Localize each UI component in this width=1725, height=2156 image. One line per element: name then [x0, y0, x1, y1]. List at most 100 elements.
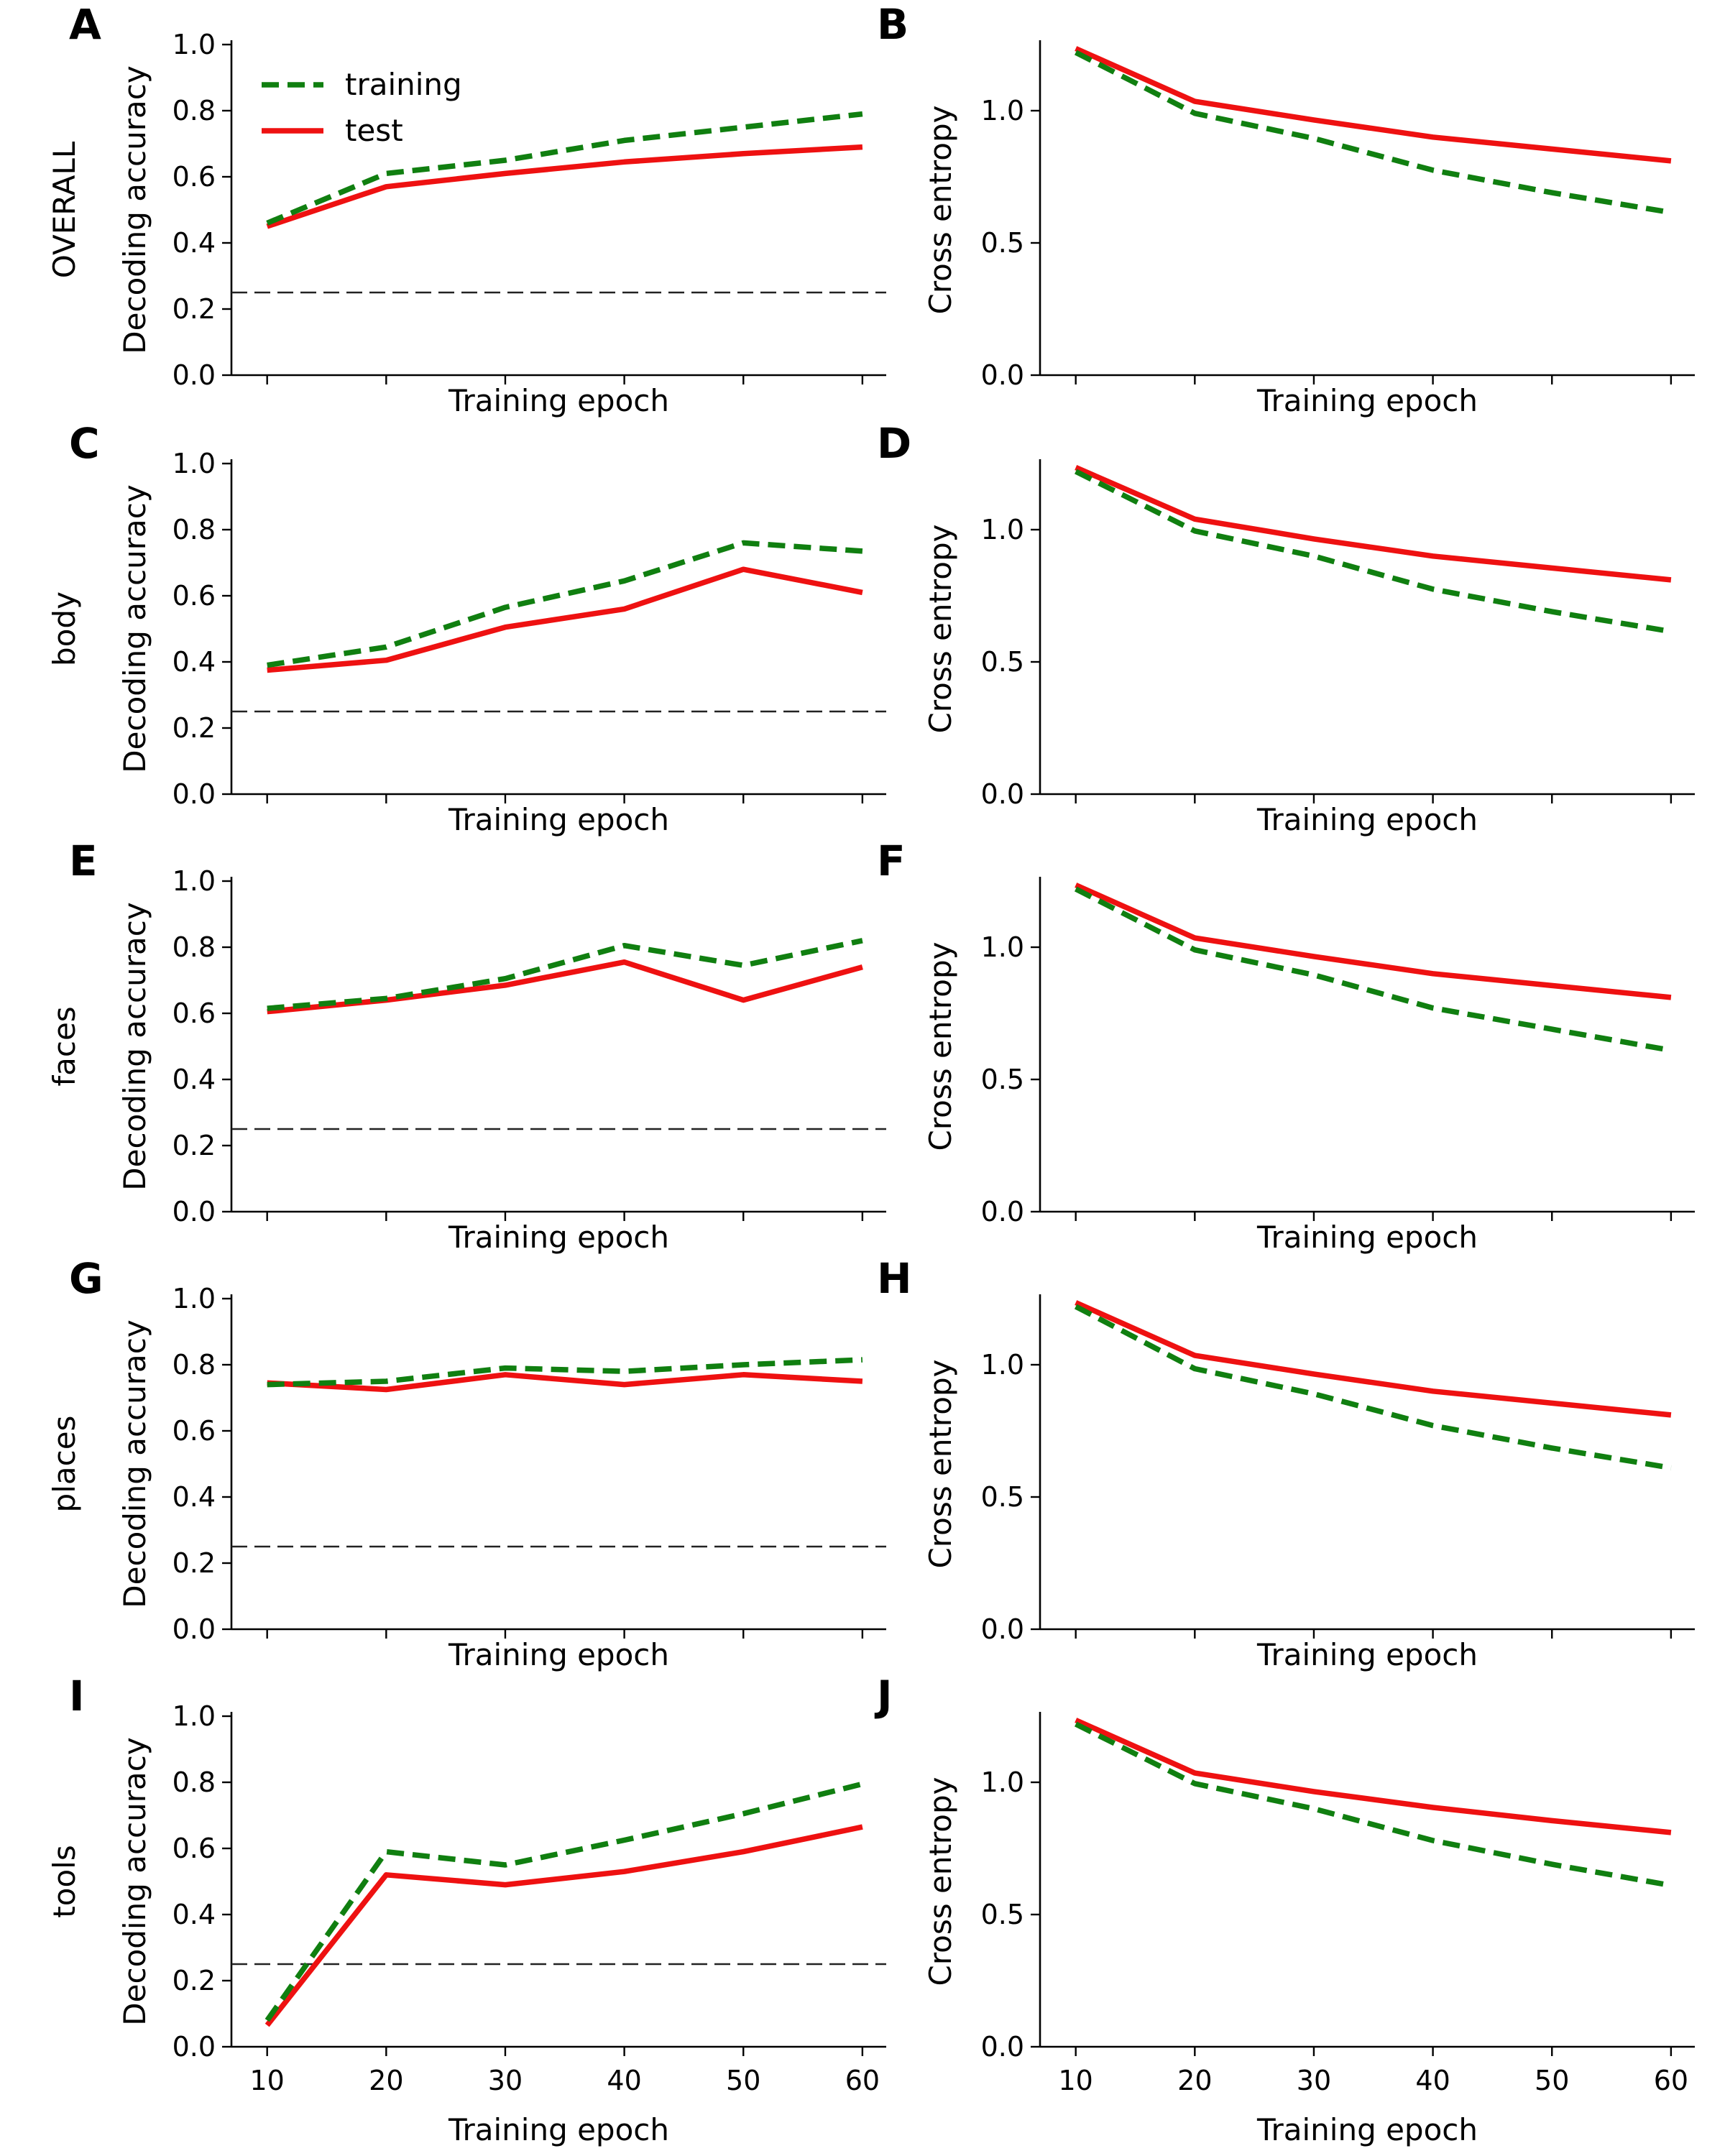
panel-a: A OVERALL 0.0 0.2 0.4 0.6 0.8 1.0 Training epoch… — [47, 0, 886, 418]
legend-label-test: test — [345, 113, 403, 148]
series-line-training — [267, 540, 863, 668]
y-axis-label: Decoding accuracy — [117, 65, 152, 354]
series-line-training — [264, 1781, 863, 2022]
panel-letter-c: C — [69, 419, 100, 468]
y-axis-label: Decoding accuracy — [117, 1319, 152, 1608]
panel-letter-i: I — [69, 1672, 85, 1720]
panel-letter-j: J — [874, 1672, 893, 1720]
y-tick-label: 1.0 — [172, 29, 216, 60]
series-line-test — [264, 1824, 863, 2027]
row-label-tools: tools — [47, 1845, 82, 1917]
x-axis-label: Training epoch — [448, 1637, 669, 1672]
y-tick-label: 0.4 — [172, 1481, 216, 1513]
x-axis-label: Training epoch — [1256, 383, 1478, 418]
series-line-training — [266, 111, 863, 226]
y-axis-label: Cross entropy — [923, 942, 958, 1151]
y-axis-label: Cross entropy — [923, 1360, 958, 1569]
y-tick-label: 0.4 — [172, 646, 216, 678]
panel-letter-g: G — [69, 1254, 104, 1303]
panel-b: B 0.0 0.5 1.0 Training epoch Cross entropy — [877, 0, 1695, 418]
y-tick-label: 1.0 — [981, 1766, 1024, 1798]
y-tick-label: 1.0 — [981, 1349, 1024, 1381]
y-tick-label: 1.0 — [981, 95, 1024, 126]
series-line-training — [1074, 886, 1672, 1054]
x-tick-label: 50 — [1535, 2065, 1569, 2096]
series-line-test — [1075, 46, 1672, 164]
y-tick-label: 0.8 — [172, 1349, 216, 1381]
x-axis-label: Training epoch — [448, 1220, 669, 1255]
series-line-training — [1075, 1721, 1672, 1889]
series-line-test — [267, 1372, 863, 1393]
y-axis-label: Decoding accuracy — [117, 902, 152, 1190]
y-tick-label: 0.0 — [172, 1196, 216, 1227]
y-tick-label: 0.5 — [981, 227, 1024, 259]
x-tick-label: 20 — [1177, 2065, 1212, 2096]
series-line-training — [1074, 50, 1672, 216]
x-axis-label: Training epoch — [1256, 1220, 1478, 1255]
x-tick-label: 40 — [1415, 2065, 1450, 2096]
y-tick-label: 0.6 — [172, 161, 216, 193]
row-label-body: body — [47, 591, 82, 666]
y-tick-label: 0.5 — [981, 1481, 1024, 1513]
x-tick-label: 10 — [1059, 2065, 1093, 2096]
y-tick-label: 0.0 — [981, 1196, 1024, 1227]
series-line-test — [267, 566, 863, 673]
y-tick-label: 0.0 — [172, 778, 216, 810]
series-line-test — [1075, 883, 1672, 1000]
legend-label-training: training — [345, 67, 462, 102]
y-tick-label: 0.6 — [172, 1833, 216, 1864]
y-tick-label: 0.2 — [172, 1547, 216, 1579]
y-tick-label: 0.0 — [981, 359, 1024, 391]
x-axis-label: Training epoch — [1256, 802, 1478, 837]
y-tick-label: 1.0 — [172, 865, 216, 897]
y-tick-label: 1.0 — [172, 1283, 216, 1314]
panel-letter-b: B — [877, 0, 908, 49]
y-axis-label: Decoding accuracy — [117, 484, 152, 773]
x-axis-label: Training epoch — [1256, 2112, 1478, 2147]
x-tick-label: 40 — [607, 2065, 641, 2096]
panel-letter-e: E — [69, 837, 98, 885]
y-tick-label: 0.5 — [981, 1064, 1024, 1095]
y-tick-label: 0.2 — [172, 1130, 216, 1161]
series-line-test — [266, 144, 863, 229]
panel-h: H 0.0 0.5 1.0 Training epoch Cross entropy — [877, 1254, 1695, 1672]
panel-d: D 0.0 0.5 1.0 Training epoch Cross entropy — [877, 419, 1695, 837]
x-tick-label: 20 — [369, 2065, 403, 2096]
y-tick-label: 0.2 — [172, 712, 216, 744]
x-tick-label: 30 — [488, 2065, 523, 2096]
y-axis-label: Decoding accuracy — [117, 1737, 152, 2025]
y-tick-label: 0.4 — [172, 1064, 216, 1095]
series-line-training — [1075, 469, 1672, 635]
series-line-test — [267, 959, 863, 1015]
y-tick-label: 0.0 — [981, 2031, 1024, 2063]
y-tick-label: 0.0 — [981, 778, 1024, 810]
series-line-test — [1075, 1718, 1672, 1835]
y-tick-label: 0.6 — [172, 1415, 216, 1447]
y-tick-label: 0.0 — [172, 1613, 216, 1645]
series-line-test — [1075, 1300, 1672, 1418]
x-tick-label: 30 — [1297, 2065, 1331, 2096]
x-tick-label: 50 — [726, 2065, 760, 2096]
y-tick-label: 0.5 — [981, 646, 1024, 678]
series-line-test — [1075, 465, 1672, 583]
x-axis-label: Training epoch — [448, 802, 669, 837]
y-tick-label: 0.0 — [172, 2031, 216, 2063]
y-tick-label: 1.0 — [981, 931, 1024, 963]
y-tick-label: 0.6 — [172, 998, 216, 1029]
panel-letter-f: F — [877, 837, 906, 885]
row-label-faces: faces — [47, 1006, 82, 1086]
panel-letter-a: A — [69, 0, 101, 49]
y-tick-label: 0.0 — [981, 1613, 1024, 1645]
x-tick-label: 60 — [845, 2065, 880, 2096]
panel-letter-d: D — [877, 419, 911, 468]
y-axis-label: Cross entropy — [923, 1777, 958, 1986]
y-tick-label: 0.8 — [172, 931, 216, 963]
x-tick-label: 10 — [250, 2065, 285, 2096]
y-tick-label: 0.8 — [172, 1766, 216, 1798]
y-tick-label: 0.2 — [172, 293, 216, 325]
